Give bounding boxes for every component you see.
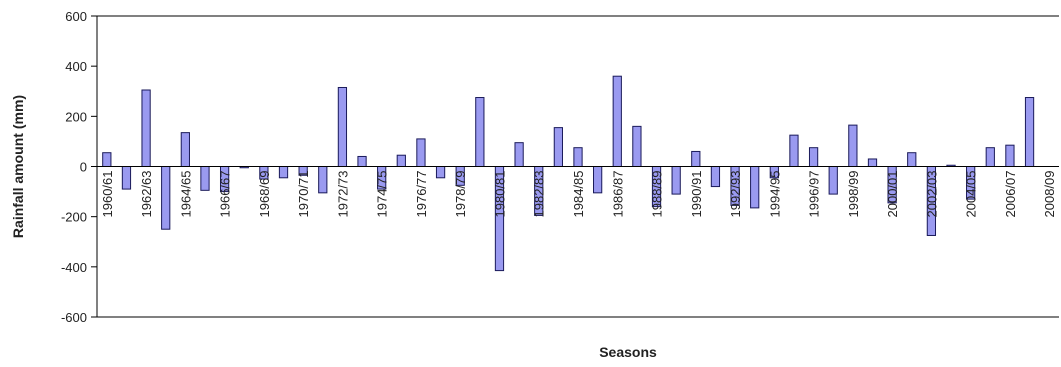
bar-1973-74 [357, 155, 367, 167]
x-tick-label: 2006/07 [1003, 171, 1018, 218]
bar-1979-80 [475, 97, 485, 167]
bar-1963-64 [161, 166, 171, 230]
x-tick-label: 1970/71 [296, 171, 311, 218]
bar-1989-90 [671, 166, 681, 195]
x-axis-title: Seasons [599, 344, 657, 360]
bar-2007-08 [1024, 97, 1035, 167]
bar-1971-72 [318, 166, 328, 194]
x-tick-label: 1992/93 [728, 171, 743, 218]
y-tick-label: -200 [61, 210, 87, 225]
x-tick-label: 1974/75 [375, 171, 390, 218]
y-tick-label: -400 [61, 260, 87, 275]
bar-1998-99 [848, 124, 858, 168]
bar-1961-62 [121, 166, 132, 190]
y-tick-label: 400 [65, 59, 87, 74]
bar-1983-84 [553, 127, 563, 167]
x-tick-label: 2008/09 [1042, 171, 1057, 218]
bar-1986-87 [612, 75, 622, 167]
bar-1981-82 [514, 142, 524, 168]
bar-1976-77 [416, 138, 426, 168]
x-tick-labels: 1960/61 1962/63 1964/65 1966/67 1968/69 1970/… [100, 171, 1057, 218]
x-tick-label: 1964/65 [178, 171, 193, 218]
x-tick-label: 1996/97 [807, 171, 822, 218]
bar-2001-02 [907, 152, 917, 167]
x-tick-label: 1966/67 [218, 171, 233, 218]
bar-1995-96 [789, 134, 799, 167]
x-tick-label: 2000/01 [885, 171, 900, 218]
y-tick-label: 200 [65, 109, 87, 124]
x-tick-label: 1982/83 [532, 171, 547, 218]
bar-1962-63 [141, 89, 151, 167]
bar-1977-78 [435, 166, 446, 179]
bar-1990-91 [691, 150, 701, 167]
x-tick-label: 1980/81 [492, 171, 507, 218]
bar-1960-61 [102, 152, 112, 167]
bar-1984-85 [573, 147, 583, 167]
bar-1996-97 [808, 147, 819, 167]
y-tick-label: 0 [80, 160, 87, 175]
x-tick-label: 1994/95 [767, 171, 782, 218]
x-tick-label: 1976/77 [414, 171, 429, 218]
x-tick-label: 1960/61 [100, 171, 115, 218]
bars [102, 75, 1035, 272]
bar-1972-73 [337, 86, 348, 167]
x-tick-label: 2004/05 [964, 171, 979, 218]
x-tick-label: 1990/91 [689, 171, 704, 218]
bar-1987-88 [632, 125, 642, 168]
y-tick-label: -600 [61, 310, 87, 325]
bar-1964-65 [180, 132, 190, 167]
x-tick-label: 1988/89 [650, 171, 665, 218]
x-tick-label: 1978/79 [453, 171, 468, 218]
bar-1975-76 [396, 154, 406, 167]
bar-1969-70 [278, 166, 289, 179]
x-tick-label: 1998/99 [846, 171, 861, 218]
x-tick-label: 1986/87 [610, 171, 625, 218]
y-tick-labels: 600 400 200 0 -200 -400 -600 [61, 9, 97, 325]
x-tick-label: 1962/63 [139, 171, 154, 218]
bar-2005-06 [985, 147, 995, 167]
bar-1985-86 [593, 166, 603, 194]
x-tick-label: 1968/69 [257, 171, 272, 218]
bar-1993-94 [750, 166, 760, 209]
bar-1965-66 [200, 166, 210, 191]
bar-1991-92 [710, 166, 721, 188]
bar-2006-07 [1005, 144, 1015, 168]
y-axis-title: Rainfall amount (mm) [10, 95, 26, 238]
x-tick-label: 2002/03 [924, 171, 939, 218]
x-tick-label: 1984/85 [571, 171, 586, 218]
bar-1999-00 [867, 158, 878, 168]
y-tick-label: 600 [65, 9, 87, 24]
x-tick-label: 1972/73 [335, 171, 350, 218]
bar-1997-98 [828, 166, 838, 195]
